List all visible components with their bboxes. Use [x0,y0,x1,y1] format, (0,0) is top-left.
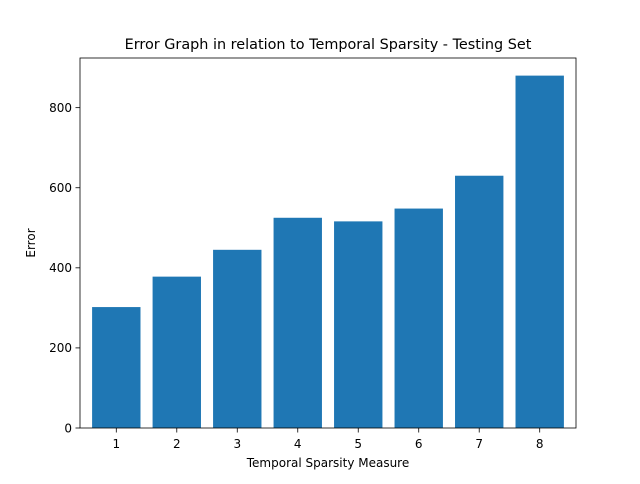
y-tick-label-800: 800 [49,101,72,115]
x-tick-label-1: 1 [112,437,120,451]
plot-frame [79,57,577,429]
x-tick-label-5: 5 [354,437,362,451]
chart-title: Error Graph in relation to Temporal Spar… [125,37,532,53]
bar-5 [334,221,383,428]
bar-6 [394,208,443,428]
x-tick-label-6: 6 [415,437,423,451]
x-tick-label-2: 2 [173,437,181,451]
bars-group [92,75,564,428]
bar-3 [213,249,262,428]
y-axis-label: Error [24,228,38,257]
x-tick-label-4: 4 [294,437,302,451]
bar-8 [515,75,564,428]
x-tick-label-7: 7 [475,437,483,451]
x-tick-label-8: 8 [536,437,544,451]
y-axis-ticks: 0 200 400 600 800 [49,101,80,435]
y-tick-label-400: 400 [49,261,72,275]
bar-2 [152,276,201,428]
bar-7 [455,175,504,428]
bar-4 [273,217,322,428]
y-tick-label-600: 600 [49,181,72,195]
y-tick-label-0: 0 [64,421,72,435]
x-axis-label: Temporal Sparsity Measure [246,456,410,470]
y-tick-label-200: 200 [49,341,72,355]
bar-1 [92,307,141,428]
x-tick-label-3: 3 [233,437,241,451]
x-axis-ticks: 1 2 3 4 5 6 7 8 [112,428,544,451]
